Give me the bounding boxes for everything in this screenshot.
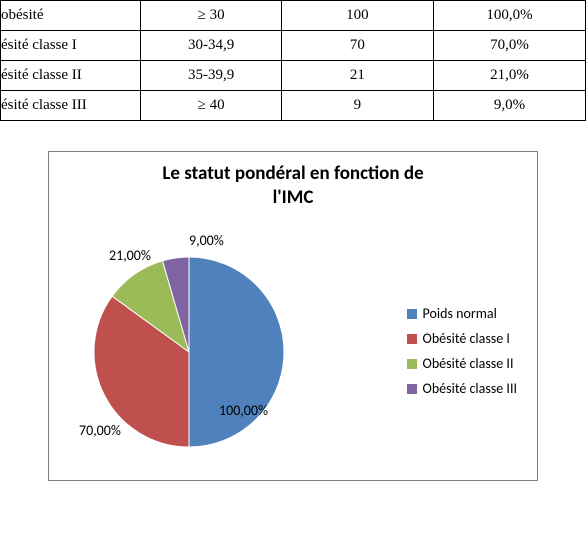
table-cell: 70,0% [433,31,585,61]
pie-slice-label: 21,00% [109,247,151,264]
legend-swatch [407,309,417,319]
pie-wrap: 100,00%70,00%21,00%9,00% [89,252,289,452]
pie-slice-label: 100,00% [219,402,268,419]
table-cell: 70 [281,31,433,61]
table-row: ésité classe I30-34,97070,0% [1,31,586,61]
legend-label: Obésité classe II [423,355,514,372]
legend-swatch [407,384,417,394]
table-cell: ésité classe III [1,91,141,121]
legend-swatch [407,359,417,369]
table-cell: 9 [281,91,433,121]
chart-title: Le statut pondéral en fonction del'IMC [49,152,537,210]
table-cell: 100 [281,1,433,31]
legend-swatch [407,334,417,344]
table-cell: obésité [1,1,141,31]
table-cell: 30-34,9 [141,31,281,61]
imc-pie-chart: Le statut pondéral en fonction del'IMC 1… [48,151,538,481]
legend-label: Obésité classe III [423,380,517,397]
legend-item: Obésité classe III [407,380,517,397]
table-cell: 100,0% [433,1,585,31]
table-row: ésité classe II35-39,92121,0% [1,61,586,91]
chart-body: 100,00%70,00%21,00%9,00% Poids normalObé… [49,222,537,480]
table-cell: ≥ 40 [141,91,281,121]
legend-label: Obésité classe I [423,330,510,347]
legend-label: Poids normal [423,305,497,322]
table-cell: 9,0% [433,91,585,121]
imc-table-region: obésité≥ 30100100,0%ésité classe I30-34,… [0,0,586,121]
table-cell: 21 [281,61,433,91]
legend-item: Obésité classe I [407,330,517,347]
pie-slice-label: 70,00% [79,422,121,439]
chart-legend: Poids normal Obésité classe I Obésité clas… [407,297,517,405]
table-cell: ésité classe I [1,31,141,61]
table-row: obésité≥ 30100100,0% [1,1,586,31]
imc-table: obésité≥ 30100100,0%ésité classe I30-34,… [0,0,586,121]
legend-item: Poids normal [407,305,517,322]
table-cell: 35-39,9 [141,61,281,91]
legend-item: Obésité classe II [407,355,517,372]
table-row: ésité classe III≥ 4099,0% [1,91,586,121]
table-cell: 21,0% [433,61,585,91]
table-cell: ésité classe II [1,61,141,91]
pie-slice-label: 9,00% [189,232,224,249]
table-cell: ≥ 30 [141,1,281,31]
